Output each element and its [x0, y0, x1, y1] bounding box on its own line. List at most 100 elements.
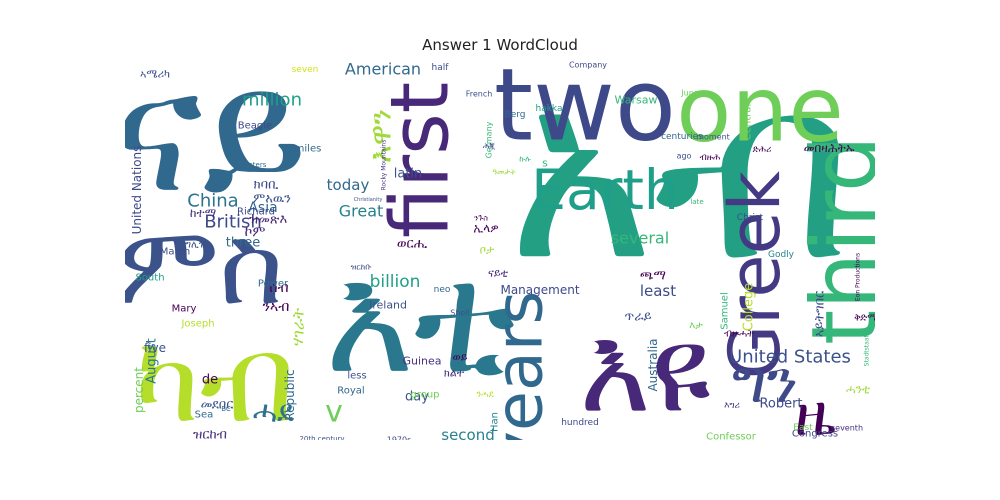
word-han: Han [490, 412, 501, 432]
word-shell: Shell [450, 309, 470, 318]
word-32: ክባቢ [254, 178, 279, 193]
word-111: ቦታ [480, 244, 495, 257]
word-third: third [793, 135, 876, 345]
word-sea: Sea [195, 410, 214, 421]
word-4: ካብ [135, 311, 296, 441]
word-china: China [187, 191, 238, 212]
word-stadtstaaten: Stadtstaaten [864, 327, 871, 366]
word-60: እንግሊዝ [174, 240, 206, 251]
word-central: Central [743, 104, 754, 140]
word-31: መበዛሕትኡ [804, 141, 855, 155]
word-billion: billion [370, 272, 421, 292]
word-114: እታ [689, 321, 703, 332]
word-119: ንሓደ [477, 390, 494, 400]
word-management: Management [500, 283, 579, 297]
word-cloud: ናይ አብ እቲ ምስ ካብ እዩ two one third first Greek years Ea… [125, 60, 875, 440]
word-greek: Greek [714, 170, 796, 379]
word-beagle: Beagle [238, 121, 272, 132]
word-richard: Richard [237, 207, 275, 218]
word-percent: percent [132, 367, 146, 413]
word-power: Power [258, 279, 289, 290]
word-120: ሕጂ [483, 142, 496, 151]
word-125: ኩሉ [519, 155, 531, 164]
word-company: Company [569, 61, 607, 70]
word-samuel: Samuel [720, 292, 731, 330]
word-33: ንኣብ [263, 299, 290, 315]
word-16: እዋን [364, 109, 399, 163]
word-christianity: Christianity [354, 197, 383, 203]
word-123: ዝርከቡ [351, 263, 373, 272]
word-christ: Christ [737, 213, 764, 223]
word-french: French [466, 90, 493, 99]
word-centuries: centuries [661, 132, 703, 142]
word-rocky-mountains: Rocky Mountains [381, 140, 388, 191]
word-berg: Berg [505, 110, 526, 120]
word-miles: miles [295, 144, 322, 155]
word-109: ኢላዎ [473, 221, 498, 235]
word-june: June [680, 89, 699, 98]
word-5: እዩ [579, 301, 710, 440]
word-bc: BC [221, 405, 231, 413]
word-great: Great [339, 202, 384, 221]
word-36: ወርሒ [397, 237, 428, 252]
word-guinea: Guinea [402, 355, 441, 368]
word-day: day [405, 390, 429, 405]
word-east: East [793, 423, 813, 433]
word-29: ኮም [245, 224, 266, 240]
chart-title: Answer 1 WordCloud [422, 36, 578, 54]
word-neo: neo [434, 285, 451, 295]
word-second: second [441, 426, 495, 440]
word-ireland: Ireland [369, 299, 407, 312]
word-british: British [204, 212, 262, 233]
word-seventh: seventh [831, 424, 863, 433]
word-least: least [640, 282, 676, 300]
word-v: v [325, 395, 343, 430]
word-38: ከተማ [190, 206, 216, 220]
word-five: five [144, 341, 166, 355]
word-two: two [494, 60, 676, 164]
word-35: ዝመጽእ [249, 213, 288, 228]
word-first: first [374, 82, 467, 238]
word-118: ድሕሪ [753, 145, 772, 155]
word-half: half [432, 63, 450, 73]
word-116: ብዙሓት [724, 329, 754, 340]
word-37: ሃገራት [289, 308, 308, 346]
word-one: one [676, 60, 843, 163]
word-united-nations: United Nations [130, 146, 144, 235]
word-s: s [542, 157, 548, 170]
word-110: ናይቲ [488, 267, 509, 280]
word-warsaw: Warsaw [615, 94, 658, 107]
word-41: ኣይትግበር [813, 290, 828, 337]
word-latin: latin [394, 167, 423, 182]
word-seven: seven [292, 65, 319, 75]
word-1970s: 1970s [387, 436, 412, 441]
word-15: ሓደ [253, 395, 295, 430]
word-hundred: hundred [561, 418, 599, 428]
word-several: several [611, 229, 669, 248]
word-republic: Republic [283, 369, 297, 420]
word-asia: Asia [248, 200, 277, 216]
word-mary: Mary [172, 304, 197, 315]
word-american: American [345, 60, 421, 79]
word-40: ጥራይ [624, 310, 651, 325]
word-three: three [226, 236, 260, 251]
word-122: ንጉስ [474, 214, 488, 223]
word-13: ግን [732, 347, 798, 417]
word-124: ዓመታት [492, 168, 516, 177]
word-royal: Royal [337, 386, 364, 397]
word-earth: Earth [531, 158, 679, 222]
word-germany: Germany [485, 121, 494, 158]
word-14: ዜ [795, 380, 836, 440]
word-121: እግሪ [724, 401, 740, 411]
word-0: ናይ [125, 60, 307, 231]
word-ago: ago [677, 152, 692, 161]
word-58: ዝርከብ [193, 428, 227, 441]
word-march: March [160, 247, 190, 258]
word-61: ኣሜሪካ [140, 68, 170, 81]
word-years: years [483, 291, 558, 440]
word-late: late [690, 198, 703, 206]
word-20th-century: 20th century [299, 435, 344, 440]
word-30: ሰብ [269, 280, 288, 296]
word-113: ክልተ [444, 367, 465, 380]
